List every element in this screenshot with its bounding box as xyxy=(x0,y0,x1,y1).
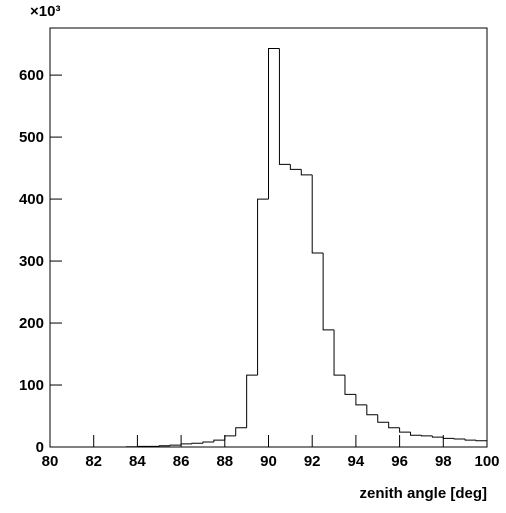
x-tick-label: 82 xyxy=(85,453,102,470)
histogram-bin xyxy=(269,48,280,199)
histogram-bin xyxy=(476,440,487,447)
y-multiplier: ×10³ xyxy=(30,3,60,20)
histogram-bin xyxy=(389,422,400,428)
histogram-bin xyxy=(170,445,181,446)
histogram-bin xyxy=(356,394,367,405)
histogram-bin xyxy=(323,253,334,330)
x-tick-label: 94 xyxy=(348,453,365,470)
histogram-bin xyxy=(312,175,323,253)
y-tick-label: 100 xyxy=(19,377,44,394)
y-tick-label: 300 xyxy=(19,253,44,270)
histogram-bin xyxy=(181,444,192,445)
histogram-bin xyxy=(465,439,476,440)
x-tick-label: 90 xyxy=(260,453,277,470)
histogram-bin xyxy=(432,436,443,437)
histogram-bin xyxy=(411,432,422,435)
y-tick-label: 400 xyxy=(19,191,44,208)
histogram-bin xyxy=(290,164,301,169)
histogram-bin xyxy=(214,440,225,442)
x-tick-label: 84 xyxy=(129,453,146,470)
x-tick-label: 86 xyxy=(173,453,190,470)
histogram-bin xyxy=(236,428,247,436)
histogram-bin xyxy=(192,443,203,444)
y-tick-label: 500 xyxy=(19,129,44,146)
y-tick-label: 600 xyxy=(19,67,44,84)
histogram-bin xyxy=(301,169,312,175)
histogram-bin xyxy=(454,438,465,439)
x-tick-label: 80 xyxy=(42,453,59,470)
x-tick-label: 98 xyxy=(435,453,452,470)
histogram-bin xyxy=(378,415,389,422)
histogram-bin xyxy=(367,405,378,415)
histogram-bin xyxy=(159,446,170,447)
histogram-bin xyxy=(345,375,356,394)
histogram-bin xyxy=(400,428,411,432)
histogram-bin xyxy=(225,436,236,440)
histogram-bin xyxy=(247,375,258,428)
x-tick-label: 100 xyxy=(474,453,499,470)
y-tick-label: 200 xyxy=(19,315,44,332)
x-tick-label: 96 xyxy=(391,453,408,470)
histogram-bin xyxy=(203,442,214,443)
histogram-bin xyxy=(421,435,432,436)
x-axis-label: zenith angle [deg] xyxy=(360,485,488,502)
histogram-bin xyxy=(279,48,290,164)
histogram-bin xyxy=(334,330,345,375)
histogram-bin xyxy=(258,199,269,375)
histogram-bin xyxy=(443,437,454,438)
x-tick-label: 92 xyxy=(304,453,321,470)
x-tick-label: 88 xyxy=(216,453,233,470)
